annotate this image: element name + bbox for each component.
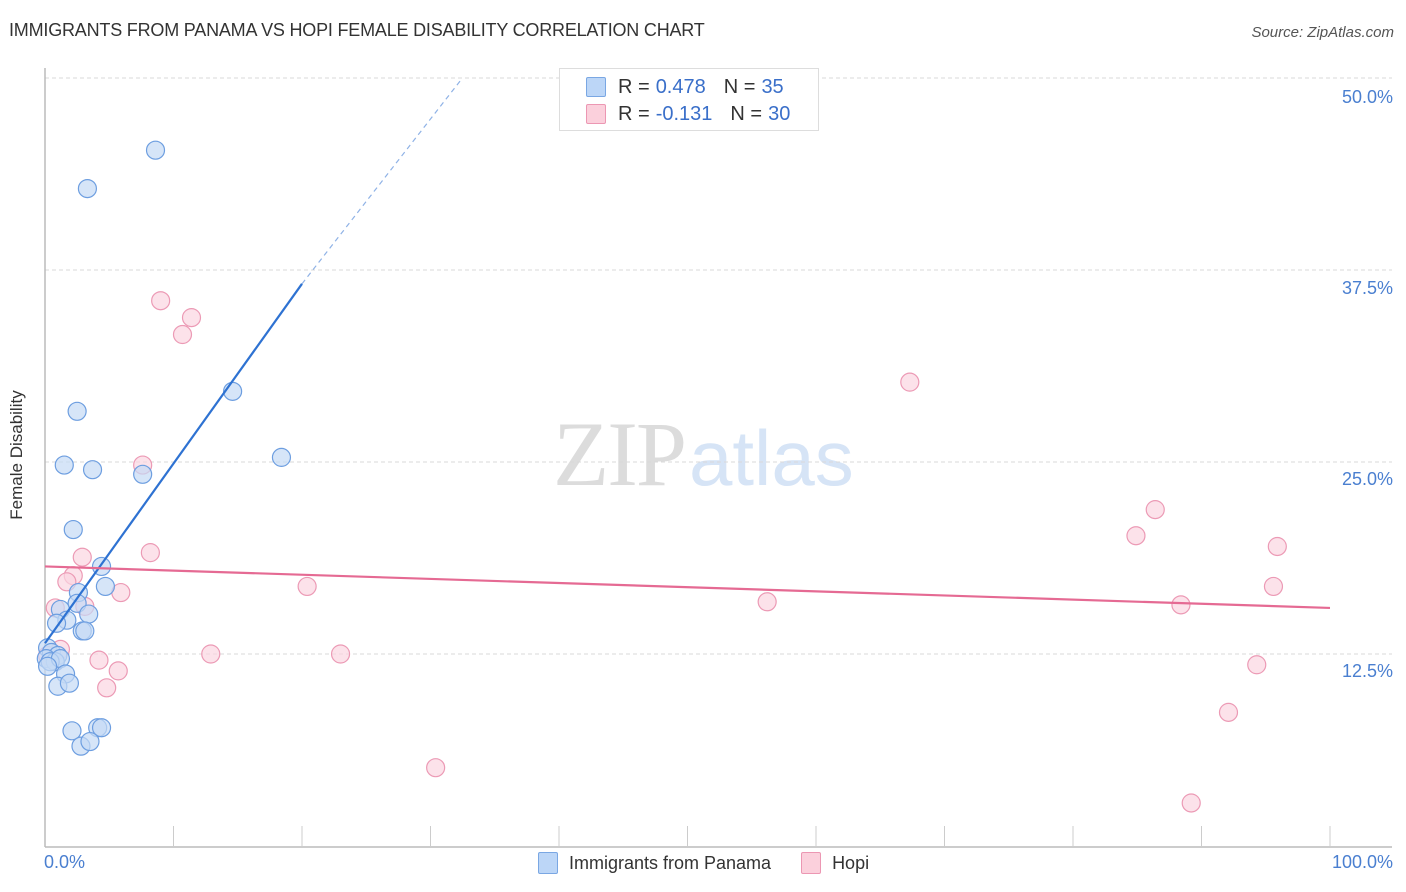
n-value: 35 bbox=[761, 75, 784, 98]
axes bbox=[44, 68, 1392, 848]
r-value: -0.131 bbox=[655, 102, 713, 125]
data-point[interactable] bbox=[181, 308, 202, 328]
data-point[interactable] bbox=[82, 460, 103, 480]
r-label: R = bbox=[618, 102, 650, 125]
data-point[interactable] bbox=[330, 644, 351, 664]
panama-trend-extension bbox=[301, 80, 461, 285]
x-tick-100: 100.0% bbox=[1331, 852, 1393, 872]
data-point[interactable] bbox=[95, 576, 115, 597]
chart-title: IMMIGRANTS FROM PANAMA VS HOPI FEMALE DI… bbox=[9, 20, 705, 40]
x-tick-0: 0.0% bbox=[44, 852, 86, 872]
panama-trend-line bbox=[44, 283, 303, 644]
data-point[interactable] bbox=[75, 621, 95, 641]
data-point[interactable] bbox=[1267, 536, 1287, 557]
data-point[interactable] bbox=[54, 455, 74, 475]
data-point[interactable] bbox=[1181, 793, 1201, 813]
data-point[interactable] bbox=[46, 613, 67, 633]
source-label: Source: ZipAtlas.com bbox=[1251, 24, 1394, 41]
legend-row-hopi: R = -0.131 N = 30 bbox=[586, 101, 790, 127]
data-point[interactable] bbox=[59, 673, 80, 693]
data-point[interactable] bbox=[97, 678, 117, 698]
r-value: 0.478 bbox=[655, 75, 706, 98]
panama-points bbox=[36, 140, 292, 756]
data-point[interactable] bbox=[1218, 702, 1239, 722]
watermark-zip: ZIP bbox=[553, 403, 687, 505]
r-label: R = bbox=[618, 75, 650, 98]
data-point[interactable] bbox=[37, 656, 58, 676]
data-point[interactable] bbox=[80, 731, 100, 752]
series-legend: Immigrants from Panama Hopi bbox=[538, 852, 899, 874]
data-point[interactable] bbox=[108, 661, 128, 681]
data-point[interactable] bbox=[757, 592, 777, 612]
data-point[interactable] bbox=[201, 644, 221, 664]
data-point[interactable] bbox=[172, 324, 193, 345]
data-point[interactable] bbox=[63, 519, 83, 540]
y-axis-label: Female Disability bbox=[7, 390, 26, 520]
panama-swatch-icon bbox=[586, 77, 606, 97]
gridlines bbox=[45, 77, 1392, 655]
data-point[interactable] bbox=[151, 291, 171, 311]
legend-label: Immigrants from Panama bbox=[569, 852, 772, 873]
legend-item-panama[interactable]: Immigrants from Panama bbox=[538, 852, 771, 874]
data-point[interactable] bbox=[900, 372, 920, 392]
panama-swatch-icon bbox=[538, 852, 558, 874]
data-point[interactable] bbox=[145, 140, 166, 160]
watermark-atlas: atlas bbox=[689, 414, 854, 502]
data-point[interactable] bbox=[426, 758, 446, 778]
data-point[interactable] bbox=[1145, 500, 1165, 520]
data-point[interactable] bbox=[133, 464, 153, 484]
hopi-trend-line bbox=[44, 565, 1331, 610]
data-point[interactable] bbox=[140, 543, 160, 563]
y-tick-25: 25.0% bbox=[1341, 469, 1393, 489]
n-label: N = bbox=[730, 102, 763, 125]
hopi-swatch-icon bbox=[801, 852, 822, 874]
data-point[interactable] bbox=[297, 576, 317, 597]
data-point[interactable] bbox=[271, 447, 292, 467]
data-point[interactable] bbox=[91, 718, 112, 738]
data-point[interactable] bbox=[1126, 526, 1146, 546]
hopi-swatch-icon bbox=[586, 104, 606, 124]
correlation-legend: R = 0.478 N = 35 R = -0.131 N = 30 bbox=[559, 68, 819, 131]
data-point[interactable] bbox=[79, 604, 99, 624]
watermark: ZIPatlas bbox=[553, 408, 854, 504]
legend-item-hopi[interactable]: Hopi bbox=[801, 852, 869, 874]
y-tick-37-5: 37.5% bbox=[1341, 278, 1393, 298]
y-tick-50: 50.0% bbox=[1341, 87, 1393, 107]
data-point[interactable] bbox=[1263, 576, 1284, 597]
data-point[interactable] bbox=[89, 650, 109, 670]
data-point[interactable] bbox=[1247, 655, 1267, 675]
data-point[interactable] bbox=[62, 721, 82, 741]
legend-label: Hopi bbox=[832, 852, 870, 873]
legend-row-panama: R = 0.478 N = 35 bbox=[586, 74, 784, 100]
n-label: N = bbox=[723, 75, 756, 98]
data-point[interactable] bbox=[67, 401, 87, 421]
y-tick-12-5: 12.5% bbox=[1341, 661, 1393, 681]
data-point[interactable] bbox=[72, 547, 92, 567]
data-point[interactable] bbox=[1171, 595, 1191, 615]
n-value: 30 bbox=[768, 102, 791, 125]
hopi-points bbox=[37, 291, 1287, 813]
trend-lines bbox=[44, 80, 1331, 644]
data-point[interactable] bbox=[77, 178, 98, 199]
